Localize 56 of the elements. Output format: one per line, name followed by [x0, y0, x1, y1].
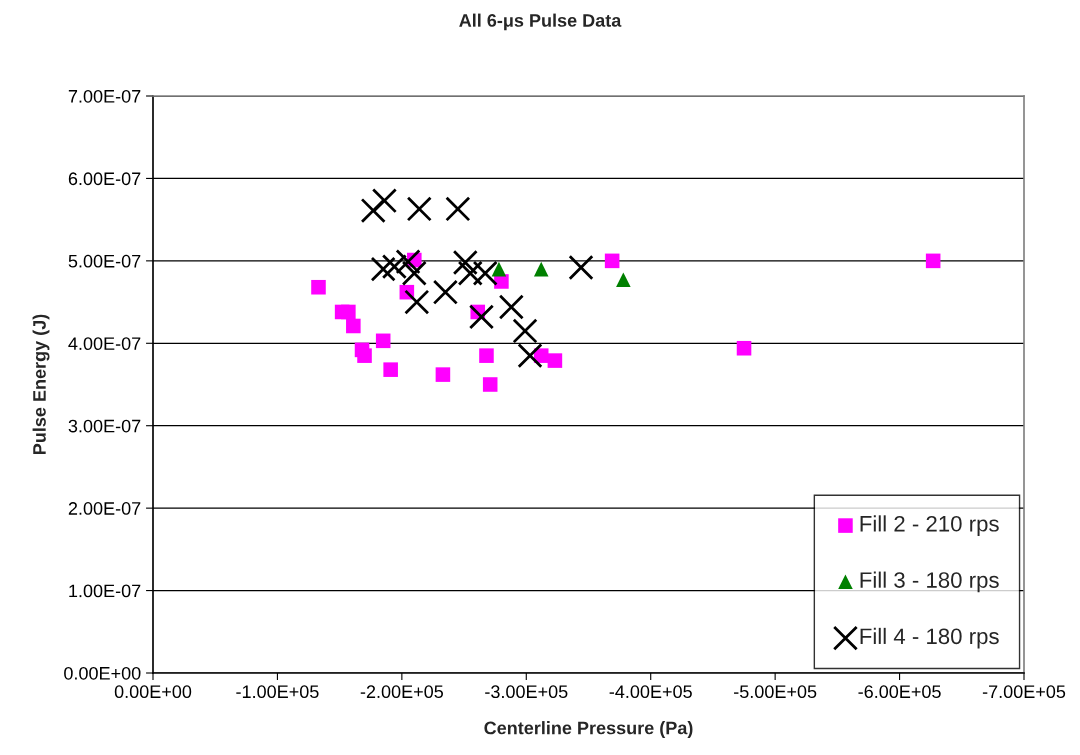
point	[395, 249, 421, 275]
point	[445, 196, 471, 222]
point	[311, 279, 326, 295]
point	[468, 304, 495, 330]
point	[452, 249, 478, 276]
y-axis-title: Pulse Energy (J)	[32, 314, 50, 455]
point	[346, 318, 361, 334]
legend-label: Fill 4 - 180 rps	[860, 627, 999, 649]
chart-title: All 6-μs Pulse Data	[459, 13, 622, 31]
y-tick-label: 5.00E-07	[68, 254, 141, 268]
point	[498, 294, 524, 320]
point	[383, 362, 398, 377]
point	[404, 289, 430, 315]
point	[457, 260, 483, 286]
x-tick-label: -2.00E+05	[360, 685, 444, 699]
point	[925, 253, 941, 269]
point	[547, 353, 563, 368]
x-tick-label: -1.00E+05	[236, 685, 319, 699]
point	[472, 260, 498, 286]
legend-label: Fill 2 - 210 rps	[860, 515, 999, 537]
legend-label: Fill 3 - 180 rps	[860, 571, 999, 593]
point	[357, 348, 372, 363]
point	[491, 261, 507, 277]
point	[616, 272, 631, 288]
point	[482, 377, 498, 392]
point	[360, 197, 386, 224]
point	[406, 196, 432, 222]
point	[604, 253, 620, 269]
point	[736, 340, 752, 356]
y-tick-label: 0.00E+00	[64, 666, 141, 680]
y-tick-label: 4.00E-07	[68, 337, 141, 351]
y-tick-label: 7.00E-07	[68, 89, 141, 103]
point	[341, 304, 356, 320]
x-tick-label: -4.00E+05	[609, 685, 692, 699]
point	[432, 279, 458, 305]
point	[375, 333, 391, 349]
point	[401, 260, 427, 286]
x-axis-title: Centerline Pressure (Pa)	[484, 721, 693, 738]
y-tick-label: 6.00E-07	[68, 172, 141, 186]
point	[370, 256, 396, 282]
x-tick-label: -3.00E+05	[485, 685, 568, 699]
x-tick-label: -5.00E+05	[734, 685, 817, 699]
x-tick-label: 0.00E+00	[114, 685, 192, 699]
point	[371, 188, 398, 214]
point	[568, 254, 594, 281]
point	[479, 348, 494, 363]
x-tick-label: -7.00E+05	[982, 685, 1066, 699]
point	[533, 261, 549, 277]
y-tick-label: 1.00E-07	[69, 584, 141, 598]
y-tick-label: 3.00E-07	[68, 419, 141, 433]
point	[435, 367, 451, 382]
point	[517, 343, 543, 369]
x-tick-label: -6.00E+05	[858, 685, 941, 699]
point	[512, 318, 538, 344]
point	[381, 254, 407, 280]
y-tick-label: 2.00E-07	[68, 502, 141, 515]
